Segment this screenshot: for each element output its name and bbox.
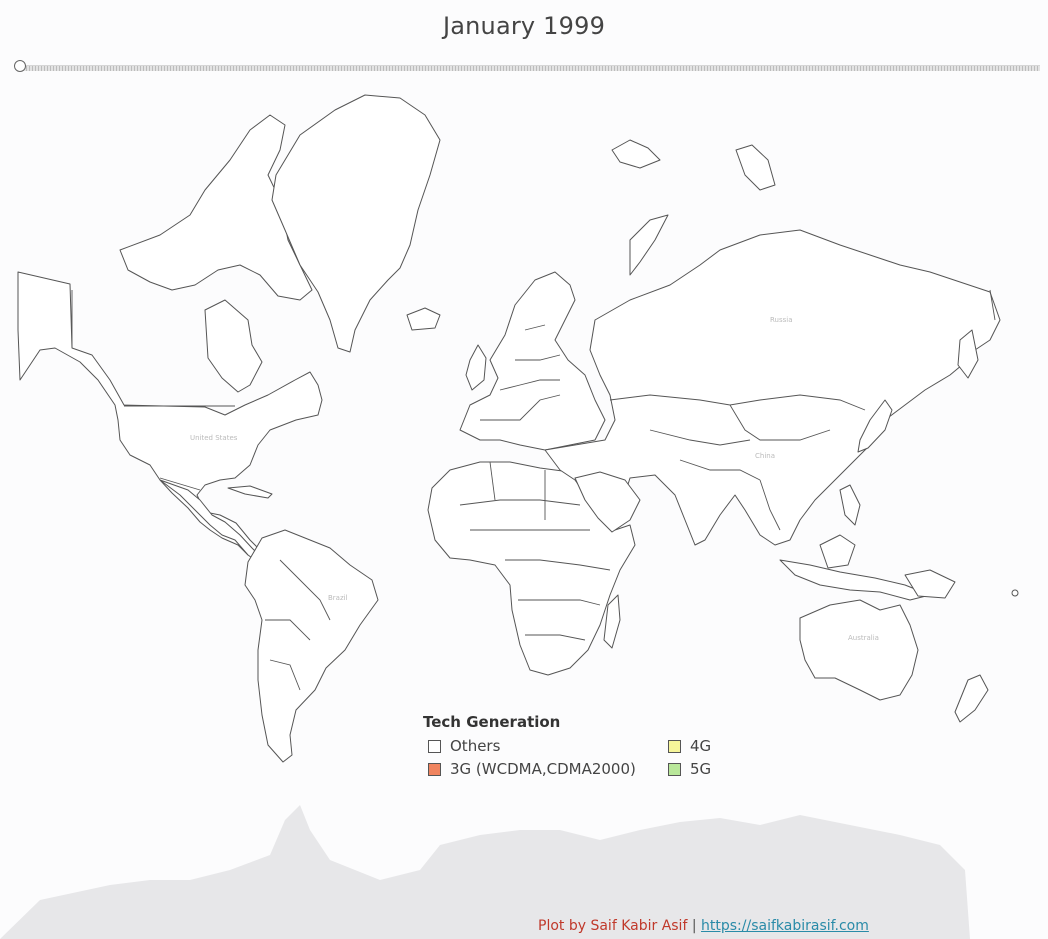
- madagascar: [603, 594, 621, 649]
- borneo: [819, 534, 856, 569]
- map-title: January 1999: [442, 12, 606, 40]
- legend-swatch-4g: [668, 739, 681, 753]
- asia[interactable]: [544, 229, 1001, 546]
- legend-items: Others 4G 3G (WCDMA,CDMA2000) 5G: [428, 737, 763, 778]
- novaya-zemlya: [629, 214, 669, 276]
- label-australia: Australia: [848, 634, 879, 642]
- south-america[interactable]: [244, 529, 379, 763]
- slider-knob-icon[interactable]: [14, 60, 26, 72]
- arabian-peninsula: [574, 471, 641, 533]
- legend: Tech Generation Others 4G 3G (WCDMA,CDMA…: [423, 713, 763, 778]
- antarctica: [0, 805, 970, 939]
- legend-item-5g[interactable]: 5G: [668, 760, 768, 778]
- north-america[interactable]: [17, 271, 323, 556]
- new-guinea: [904, 569, 956, 599]
- japan: [857, 399, 893, 453]
- legend-title: Tech Generation: [423, 713, 561, 731]
- greenland[interactable]: [271, 94, 441, 353]
- iceland: [406, 307, 441, 331]
- label-russia: Russia: [770, 316, 793, 324]
- canadian-arctic-islands: [119, 114, 313, 301]
- legend-item-3g[interactable]: 3G (WCDMA,CDMA2000): [428, 760, 668, 778]
- hudson-bay-region: [204, 299, 263, 393]
- label-china: China: [755, 452, 775, 460]
- label-united-states: United States: [190, 434, 238, 442]
- australia[interactable]: [799, 599, 919, 701]
- kamchatka: [957, 329, 979, 379]
- legend-label-3g: 3G (WCDMA,CDMA2000): [450, 760, 636, 778]
- indonesia: [779, 559, 931, 601]
- franz-josef-land: [735, 144, 776, 191]
- philippines: [839, 484, 861, 526]
- uk: [465, 344, 487, 391]
- label-brazil: Brazil: [328, 594, 348, 602]
- credit-separator: |: [691, 918, 697, 934]
- legend-label-others: Others: [450, 737, 501, 755]
- europe[interactable]: [459, 271, 606, 451]
- credit-link[interactable]: https://saifkabirasif.com: [701, 918, 869, 934]
- credit-line: Plot by Saif Kabir Asif | https://saifka…: [538, 918, 869, 934]
- world-map: United States Russia China Brazil Austra…: [0, 94, 1019, 939]
- date-slider[interactable]: [14, 60, 1040, 74]
- cuba: [227, 485, 273, 499]
- legend-item-others[interactable]: Others: [428, 737, 668, 755]
- svalbard: [611, 139, 661, 169]
- legend-label-4g: 4G: [690, 737, 712, 755]
- legend-swatch-5g: [668, 762, 681, 776]
- legend-swatch-others: [428, 739, 441, 753]
- legend-label-5g: 5G: [690, 760, 712, 778]
- country-borders: [71, 289, 996, 691]
- credit-author: Plot by Saif Kabir Asif: [538, 918, 688, 934]
- island-dot: [1011, 589, 1019, 597]
- legend-item-4g[interactable]: 4G: [668, 737, 768, 755]
- new-zealand: [954, 674, 989, 723]
- africa[interactable]: [427, 461, 636, 676]
- legend-swatch-3g: [428, 762, 441, 776]
- slider-track[interactable]: [20, 65, 1040, 71]
